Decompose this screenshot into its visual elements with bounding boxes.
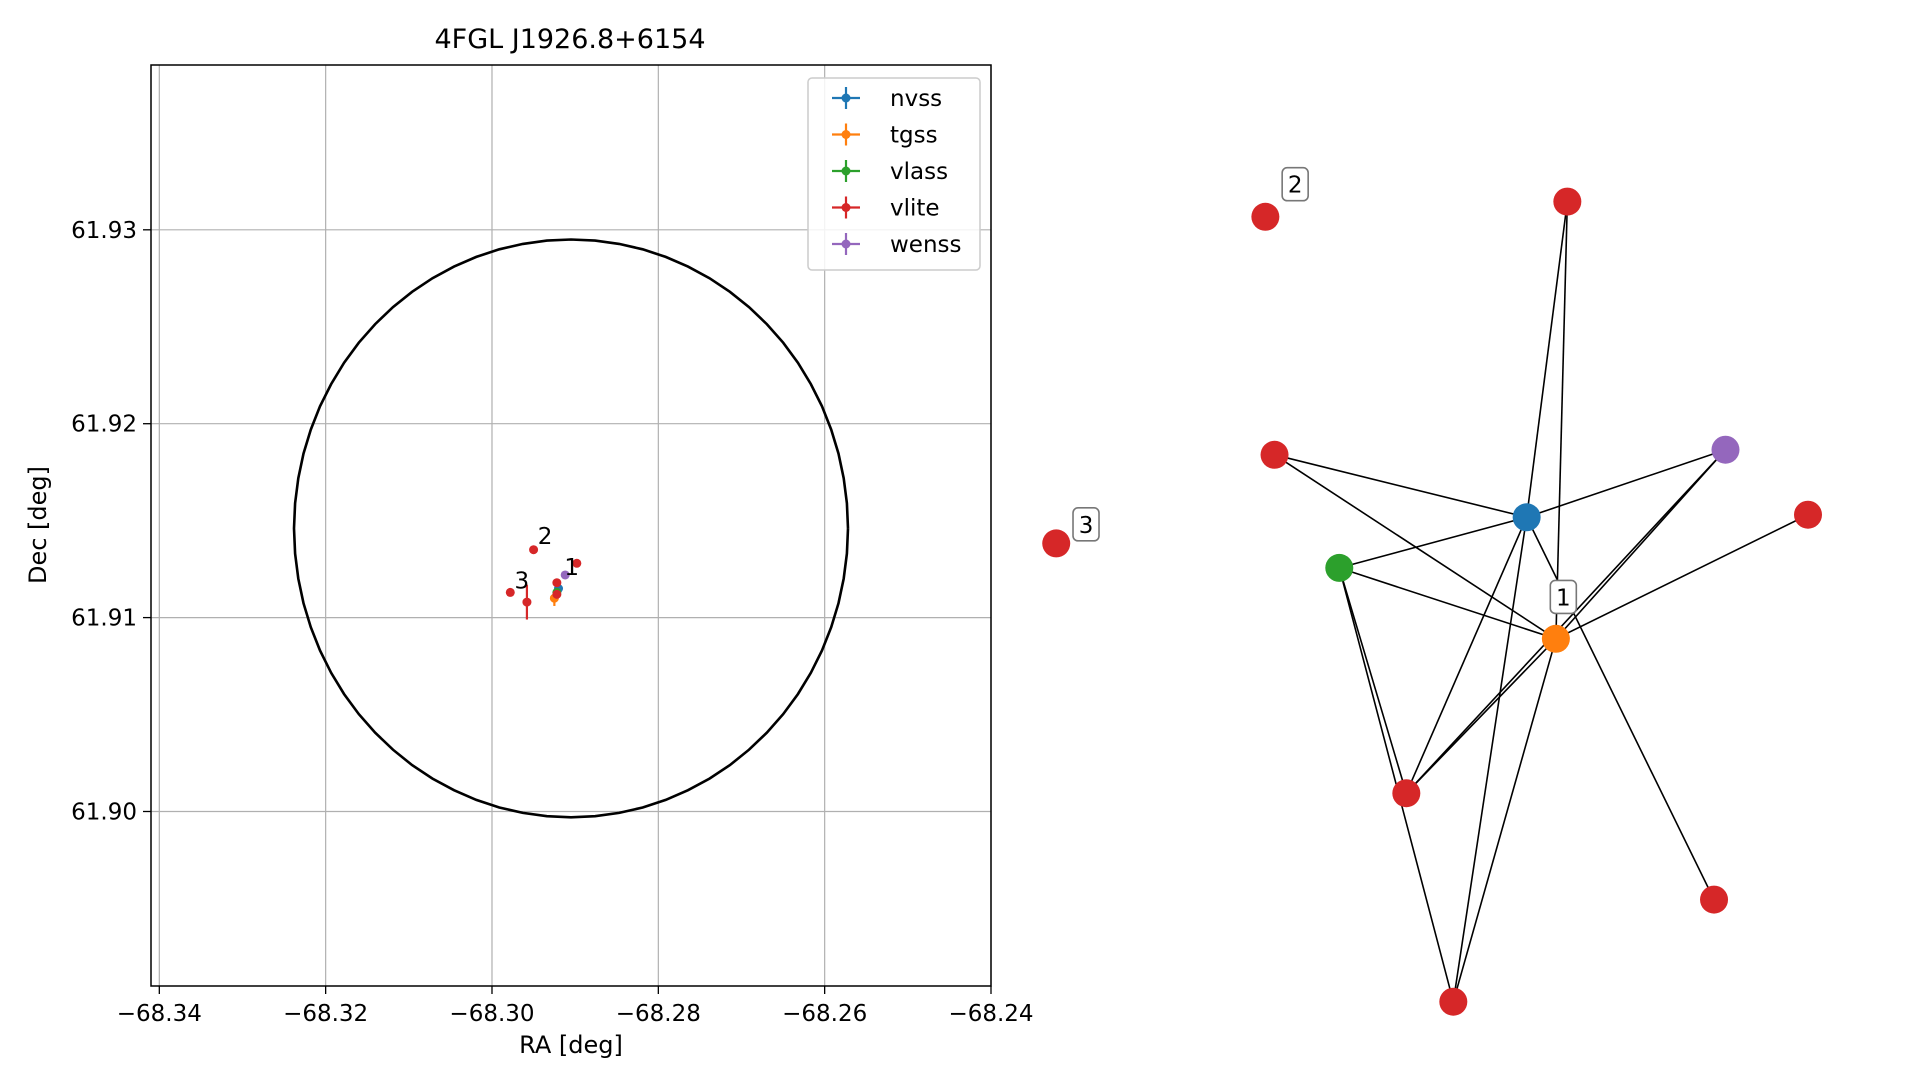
network-edge (1339, 516, 1527, 569)
network-label-text: 3 (1079, 513, 1094, 539)
point-marker (572, 558, 582, 568)
x-tick-label: −68.28 (616, 1001, 701, 1027)
network-edge (1555, 201, 1569, 639)
network-node-nvss (1512, 503, 1541, 532)
point-annotation: 3 (514, 569, 529, 595)
network-label-text: 2 (1288, 173, 1303, 199)
network-edge (1405, 638, 1557, 794)
network-labels: 1 2 3 (1072, 166, 1578, 615)
network-edge (1452, 517, 1528, 1002)
network-edge (1405, 449, 1727, 794)
network-label: 1 (1549, 579, 1578, 615)
y-tick-label: 61.93 (71, 218, 137, 244)
network-node-vlite (1251, 202, 1280, 231)
point-annotations: 123 (514, 524, 579, 595)
network-label-box (1281, 166, 1309, 202)
network-label: 2 (1281, 166, 1309, 202)
data-point-wenss (560, 570, 570, 580)
y-tick-label: 61.90 (71, 799, 137, 825)
network-label: 3 (1072, 507, 1100, 542)
data-point-vlite (505, 587, 515, 597)
x-tick-label: −68.32 (283, 1001, 368, 1027)
network-node-vlite (1700, 885, 1729, 914)
y-tick-label: 61.91 (71, 606, 137, 632)
network-edge (1555, 514, 1809, 640)
legend-marker-dot (841, 166, 851, 176)
point-marker (522, 597, 532, 607)
legend-entry-vlass: vlass (832, 159, 948, 185)
y-tick-label: 61.92 (71, 412, 137, 438)
legend-entry-tgss: tgss (832, 123, 938, 149)
network-node-vlite (1042, 529, 1071, 558)
point-marker (552, 589, 562, 599)
legend-entry-wenss: wenss (832, 232, 962, 258)
legend-marker-dot (841, 203, 851, 212)
network-label-box (1072, 507, 1100, 542)
x-tick-label: −68.34 (117, 1001, 202, 1027)
network-node-vlass (1325, 553, 1354, 582)
chart-title: 4FGL J1926.8+6154 (434, 24, 705, 55)
legend-box (807, 77, 981, 271)
legend-entry-nvss: nvss (832, 86, 942, 112)
y-grid-lines (151, 229, 991, 813)
data-points (505, 545, 582, 620)
data-point-vlite (552, 589, 562, 599)
data-point-vlite (529, 545, 539, 555)
legend-label: vlite (890, 196, 940, 222)
network-node-vlite (1392, 779, 1421, 808)
network-nodes (1042, 187, 1822, 1016)
network-edge (1452, 638, 1557, 1002)
data-point-vlite (572, 558, 582, 568)
network-node-vlite (1794, 500, 1822, 529)
plot-frame (150, 64, 992, 987)
x-tick-label: −68.30 (449, 1001, 534, 1027)
point-marker (560, 570, 570, 580)
network-edges (1274, 201, 1809, 1002)
point-annotation: 2 (538, 524, 553, 550)
legend-label: nvss (890, 86, 942, 112)
network-edge (1339, 567, 1557, 640)
legend-label: vlass (890, 159, 948, 185)
legend-marker-dot (841, 93, 851, 103)
network-node-vlite (1553, 187, 1582, 216)
y-axis-label: Dec [deg] (24, 466, 52, 584)
legend: nvss tgss vlass vlite wenss (807, 77, 981, 271)
legend-label: tgss (890, 123, 938, 149)
network-edge (1338, 567, 1408, 794)
network-edge (1405, 516, 1528, 794)
network-label-box (1549, 579, 1578, 615)
x-axis-ticks: −68.34 −68.32 −68.30 −68.28 −68.26 −68.24 (117, 986, 1034, 1027)
point-marker (552, 578, 562, 588)
x-tick-label: −68.26 (782, 1001, 867, 1027)
network-node-vlite (1439, 987, 1468, 1016)
x-tick-label: −68.24 (948, 1001, 1033, 1027)
legend-marker-dot (841, 130, 851, 139)
legend-label: wenss (890, 232, 962, 258)
y-axis-ticks: 61.90 61.91 61.92 61.93 (71, 218, 151, 825)
error-ellipse (292, 238, 850, 819)
point-marker (505, 587, 515, 597)
network-node-tgss (1541, 624, 1570, 653)
data-point-vlite (522, 584, 532, 620)
network-node-vlite (1260, 440, 1289, 469)
legend-marker-dot (841, 239, 851, 249)
point-marker (529, 545, 539, 555)
network-label-text: 1 (1556, 585, 1571, 611)
data-point-vlite (552, 578, 562, 588)
network-edge (1274, 454, 1527, 519)
point-annotation: 1 (564, 555, 579, 581)
network-edge (1525, 201, 1569, 518)
error-ellipse-outline (292, 238, 850, 819)
network-node-wenss (1711, 435, 1740, 464)
x-axis-label: RA [deg] (519, 1031, 623, 1059)
legend-entry-vlite: vlite (832, 196, 940, 222)
